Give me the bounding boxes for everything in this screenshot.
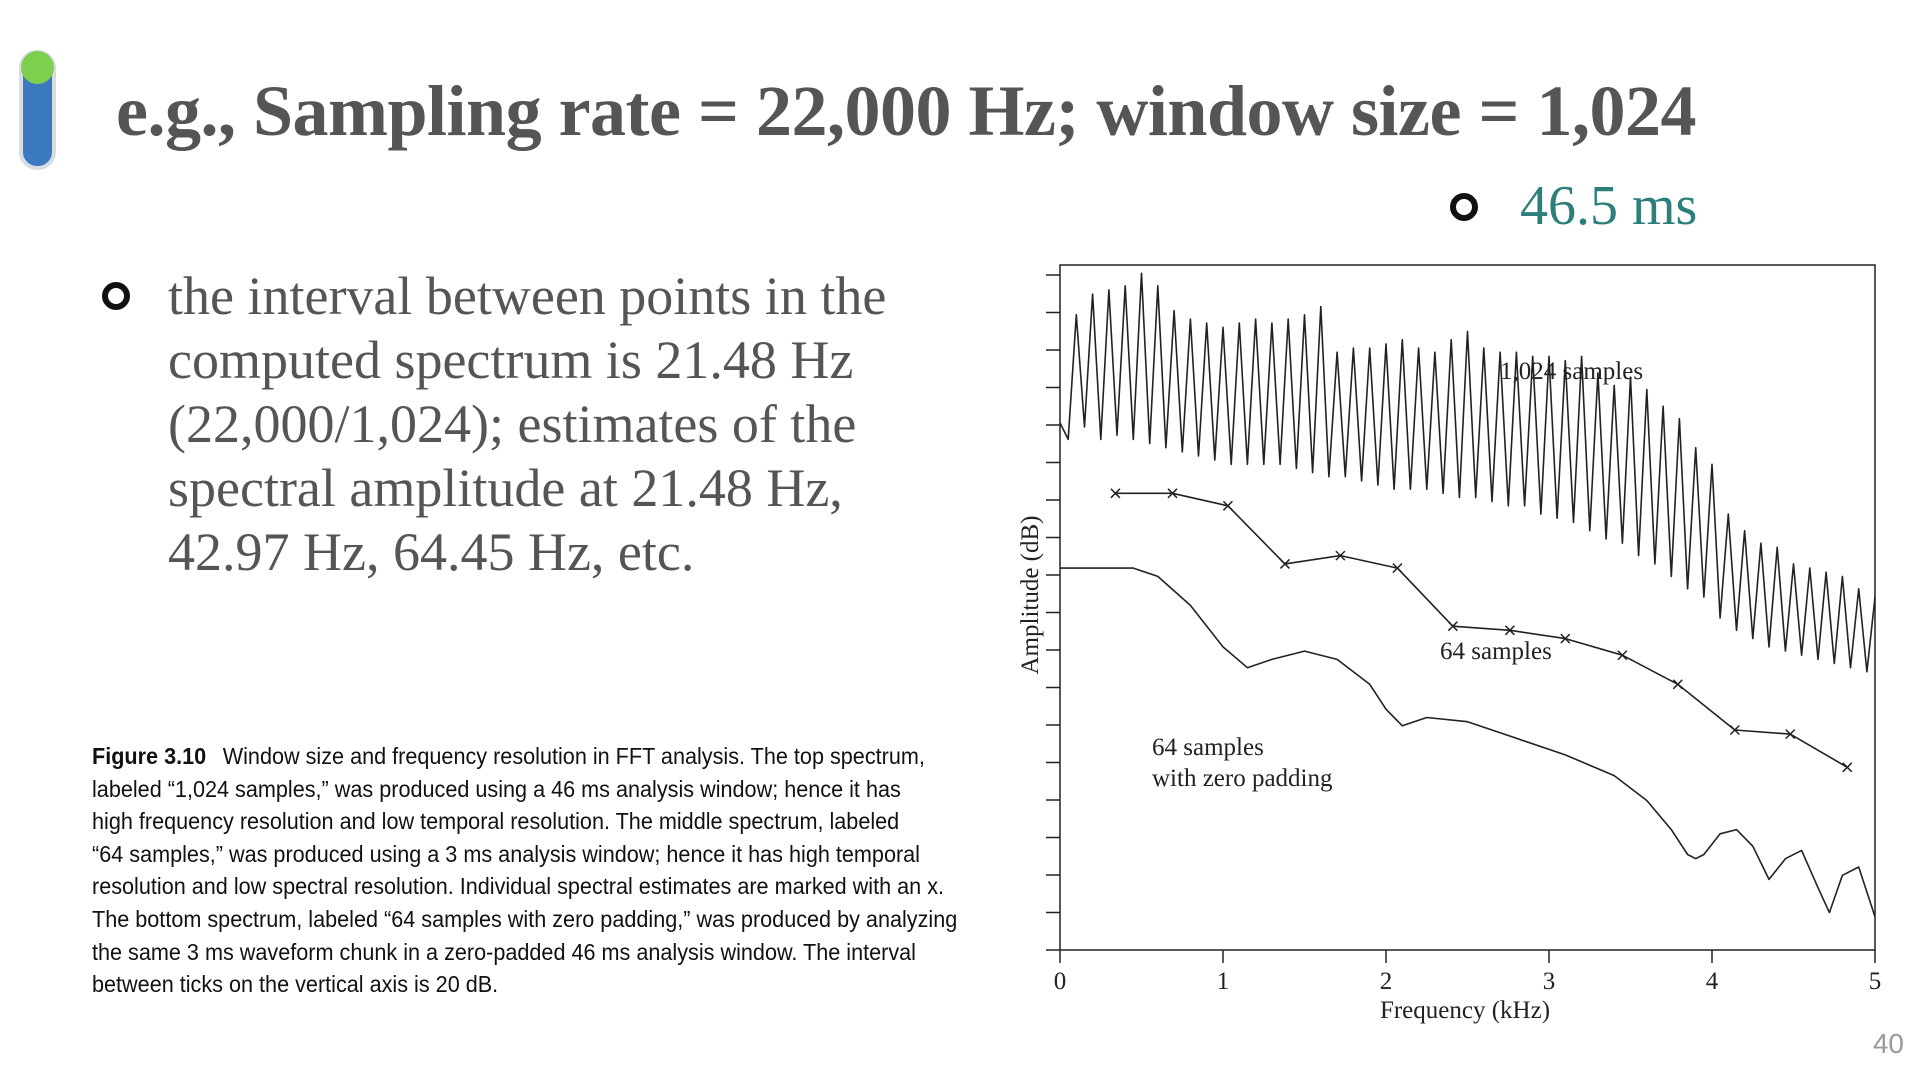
- data-point-x-marker: [1504, 625, 1515, 636]
- main-bullet-line: spectral amplitude at 21.48 Hz,: [168, 458, 843, 518]
- x-marker-stroke: [1110, 488, 1121, 499]
- sub-bullet-text: 46.5 ms: [1520, 175, 1698, 237]
- annotation-with-zero-padding: with zero padding: [1152, 765, 1333, 792]
- data-point-x-marker: [1167, 488, 1178, 499]
- caption-line: The bottom spectrum, labeled “64 samples…: [92, 905, 958, 932]
- x-tick-label: 3: [1543, 968, 1556, 995]
- spectrum-figure: 0 1 2 3 4 5 Frequency (kHz) Amplitude (dB) 1,…: [1000, 255, 1900, 1040]
- x-tick-label: 0: [1054, 968, 1067, 995]
- caption-line: “64 samples,” was produced using a 3 ms …: [92, 840, 920, 867]
- data-point-x-marker: [1392, 563, 1403, 574]
- data-point-x-marker: [1785, 729, 1796, 740]
- x-marker-stroke: [1167, 488, 1178, 499]
- plot-frame: [1059, 264, 1876, 951]
- x-tick-label: 5: [1869, 968, 1882, 995]
- x-marker-stroke: [1560, 633, 1571, 644]
- series-1024-samples-line: [1059, 272, 1876, 673]
- slide-title: e.g., Sampling rate = 22,000 Hz; window …: [116, 71, 1696, 151]
- sub-bullet-ring-icon: [1450, 193, 1478, 221]
- main-bullet-ring-icon: [102, 282, 130, 310]
- x-tick-label: 2: [1380, 968, 1393, 995]
- caption-line: the same 3 ms waveform chunk in a zero-p…: [92, 938, 916, 965]
- main-bullet-line: computed spectrum is 21.48 Hz: [168, 330, 854, 390]
- x-marker-stroke: [1279, 558, 1290, 569]
- figure-label: Figure 3.10: [92, 743, 207, 769]
- annotation-64-samples: 64 samples: [1440, 638, 1552, 665]
- data-point-x-marker: [1279, 558, 1290, 569]
- x-tick-label: 4: [1706, 968, 1719, 995]
- main-bullet-line: 42.97 Hz, 64.45 Hz, etc.: [168, 522, 695, 582]
- x-marker-stroke: [1392, 563, 1403, 574]
- data-point-x-marker: [1335, 550, 1346, 561]
- series-64-samples-zero-padding-line: [1060, 567, 1876, 918]
- x-marker-stroke: [1335, 550, 1346, 561]
- caption-line: Figure 3.10 Window size and frequency res…: [92, 740, 975, 773]
- main-bullet-text: the interval between points in the compu…: [168, 264, 968, 584]
- annotation-1024-samples: 1,024 samples: [1500, 358, 1643, 385]
- series-64-samples-line: [1115, 492, 1848, 768]
- x-marker-stroke: [1785, 729, 1796, 740]
- page-number: 40: [1872, 1028, 1904, 1059]
- x-marker-stroke: [1617, 650, 1628, 661]
- figure-caption: Figure 3.10 Window size and frequency res…: [92, 740, 975, 1001]
- y-axis-label: Amplitude (dB): [1017, 515, 1044, 674]
- x-marker-stroke: [1672, 679, 1683, 690]
- data-point-x-marker: [1842, 762, 1853, 773]
- x-marker-stroke: [1504, 625, 1515, 636]
- data-point-x-marker: [1222, 500, 1233, 511]
- x-marker-stroke: [1729, 724, 1740, 736]
- x-marker-stroke: [1842, 762, 1853, 773]
- data-point-x-marker: [1617, 650, 1628, 661]
- caption-line: resolution and low spectral resolution. …: [92, 873, 945, 900]
- data-point-x-marker: [1447, 621, 1458, 632]
- caption-line: high frequency resolution and low tempor…: [92, 808, 900, 835]
- caption-line: labeled “1,024 samples,” was produced us…: [92, 775, 901, 802]
- data-point-x-marker: [1672, 679, 1683, 690]
- main-bullet-line: the interval between points in the: [168, 266, 887, 326]
- data-point-x-marker: [1729, 724, 1740, 736]
- accent-dot: [21, 51, 54, 84]
- caption-line-text: Window size and frequency resolution in …: [222, 743, 925, 769]
- data-point-x-marker: [1560, 633, 1571, 644]
- annotation-64-samples-zero-padding: 64 samples: [1152, 734, 1264, 761]
- data-point-x-marker: [1110, 488, 1121, 499]
- x-marker-stroke: [1447, 621, 1458, 632]
- x-axis-label: Frequency (kHz): [1380, 997, 1550, 1024]
- spectrum-chart: 0 1 2 3 4 5 Frequency (kHz) Amplitude (dB) 1,…: [1017, 264, 1882, 1024]
- x-marker-stroke: [1222, 500, 1233, 511]
- caption-line: between ticks on the vertical axis is 20…: [92, 971, 499, 998]
- main-bullet-line: (22,000/1,024); estimates of the: [168, 394, 857, 454]
- x-tick-label: 1: [1217, 968, 1230, 995]
